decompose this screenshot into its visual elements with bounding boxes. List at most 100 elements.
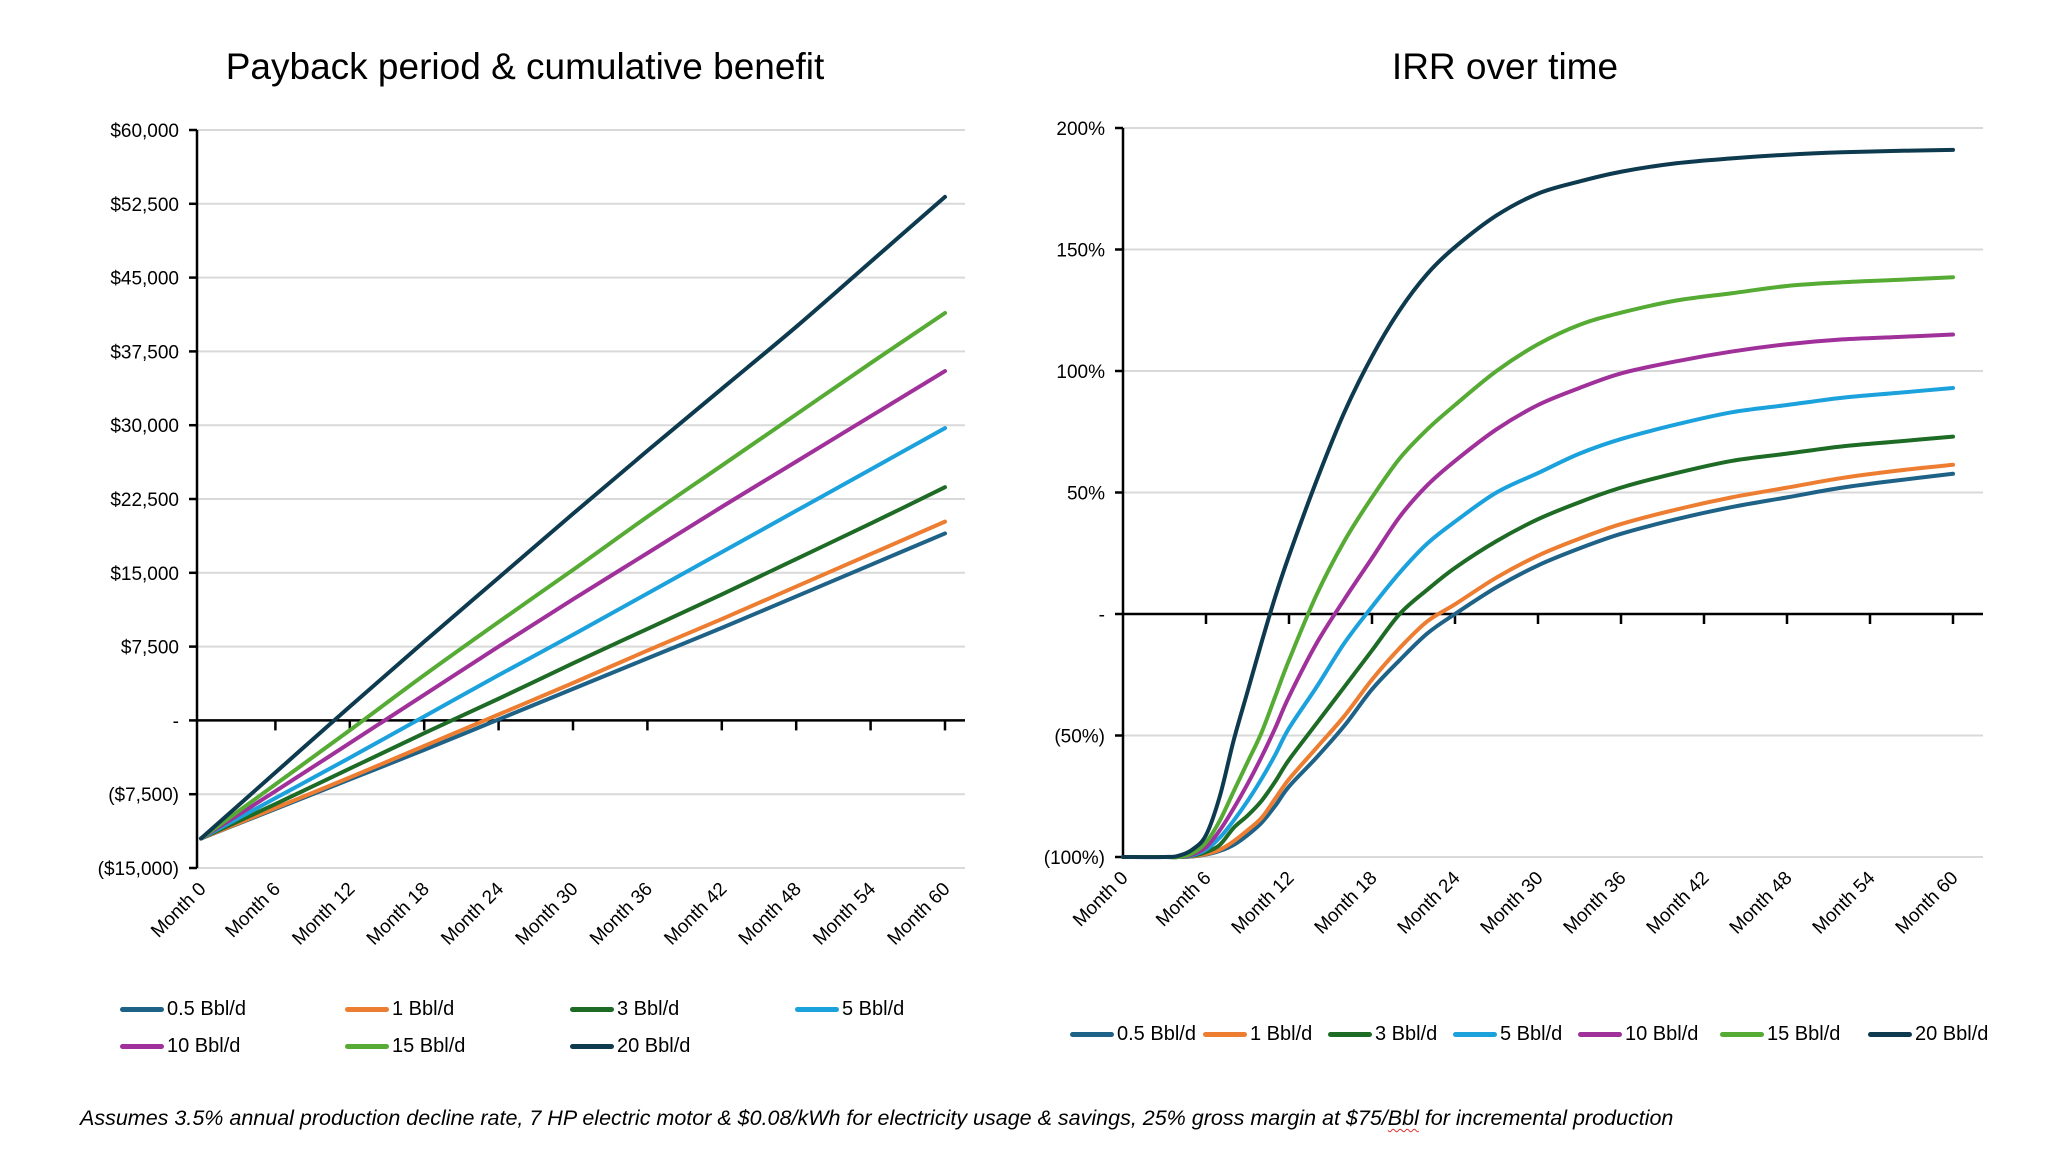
- legend-swatch-icon: [1070, 1032, 1114, 1037]
- irr-series-3-bbl-d: [1121, 434, 1955, 860]
- irr-x-tick-label: Month 36: [1560, 868, 1631, 939]
- legend-swatch-icon: [795, 1007, 839, 1012]
- irr-x-tick-label: Month 30: [1477, 868, 1548, 939]
- legend-item: 1 Bbl/d: [345, 998, 454, 1021]
- footnote-text-end: for incremental production: [1418, 1106, 1674, 1130]
- irr-x-tick-label: Month 0: [1069, 868, 1132, 931]
- payback-chart: ($15,000) ($7,500) - $7,500 $15,000 $22,500 $3…: [98, 121, 965, 950]
- payback-y-tick-label: -: [173, 711, 179, 732]
- payback-x-tick-label: Month 24: [437, 878, 508, 949]
- irr-x-tick-label: Month 6: [1152, 868, 1215, 931]
- irr-y-tick-label: (100%): [1044, 848, 1105, 869]
- payback-y-tick-label: $30,000: [110, 416, 179, 437]
- irr-series-10-bbl-d: [1121, 332, 1955, 860]
- irr-x-tick-label: Month 48: [1726, 868, 1797, 939]
- legend-label: 20 Bbl/d: [617, 1035, 691, 1057]
- irr-y-tick-label: 200%: [1056, 119, 1105, 140]
- payback-x-tick-label: Month 60: [884, 879, 955, 950]
- irr-chart: (100%) (50%) - 50% 100% 150% 200% Month 0 Month …: [1044, 119, 1983, 939]
- payback-x-tick-label: Month 54: [809, 878, 880, 949]
- legend-label: 0.5 Bbl/d: [1117, 1023, 1196, 1045]
- legend-item: 3 Bbl/d: [570, 998, 679, 1021]
- legend-swatch-icon: [1328, 1032, 1372, 1037]
- legend-swatch-icon: [570, 1007, 614, 1012]
- irr-x-tick-label: Month 42: [1643, 868, 1714, 939]
- legend-item: 5 Bbl/d: [795, 998, 904, 1021]
- payback-series-3-bbl-d: [199, 485, 947, 841]
- footnote: Assumes 3.5% annual production decline r…: [80, 1106, 1673, 1131]
- legend-swatch-icon: [120, 1044, 164, 1049]
- legend-swatch-icon: [1578, 1032, 1622, 1037]
- legend-item: 15 Bbl/d: [345, 1035, 465, 1058]
- legend-label: 20 Bbl/d: [1915, 1023, 1989, 1045]
- legend-label: 15 Bbl/d: [1767, 1023, 1841, 1045]
- payback-x-tick-label: Month 6: [222, 879, 285, 942]
- irr-x-tick-label: Month 60: [1892, 868, 1963, 939]
- legend-item: 20 Bbl/d: [1868, 1023, 1988, 1046]
- payback-chart-title: Payback period & cumulative benefit: [225, 46, 825, 87]
- payback-series-10-bbl-d: [199, 369, 947, 841]
- legend-label: 5 Bbl/d: [1500, 1023, 1563, 1045]
- legend-item: 5 Bbl/d: [1453, 1023, 1562, 1046]
- irr-y-tick-label: 50%: [1067, 484, 1105, 505]
- payback-series-1-bbl-d: [199, 519, 947, 841]
- legend-label: 5 Bbl/d: [842, 998, 905, 1020]
- irr-x-tick-label: Month 54: [1809, 867, 1880, 938]
- irr-series-15-bbl-d: [1121, 275, 1955, 860]
- irr-y-tick-label: 150%: [1056, 241, 1105, 262]
- legend-label: 3 Bbl/d: [1375, 1023, 1438, 1045]
- legend-item: 1 Bbl/d: [1203, 1023, 1312, 1046]
- payback-y-tick-label: $7,500: [121, 638, 179, 659]
- irr-x-tick-label: Month 24: [1394, 867, 1465, 938]
- irr-y-tick-label: (50%): [1054, 727, 1105, 748]
- legend-item: 0.5 Bbl/d: [120, 998, 246, 1021]
- legend-item: 20 Bbl/d: [570, 1035, 690, 1058]
- legend-swatch-icon: [1453, 1032, 1497, 1037]
- payback-y-tick-label: $15,000: [110, 564, 179, 585]
- payback-series-15-bbl-d: [199, 311, 947, 841]
- payback-y-tick-label: $45,000: [110, 269, 179, 290]
- legend-label: 10 Bbl/d: [1625, 1023, 1699, 1045]
- legend-swatch-icon: [1203, 1032, 1247, 1037]
- legend-swatch-icon: [1868, 1032, 1912, 1037]
- legend-swatch-icon: [120, 1007, 164, 1012]
- payback-x-tick-label: Month 0: [147, 879, 210, 942]
- legend-item: 15 Bbl/d: [1720, 1023, 1840, 1046]
- payback-y-tick-label: $22,500: [110, 490, 179, 511]
- payback-x-tick-label: Month 48: [735, 879, 806, 950]
- legend-swatch-icon: [345, 1007, 389, 1012]
- payback-y-tick-label: ($7,500): [108, 785, 179, 806]
- payback-series-5-bbl-d: [199, 426, 947, 841]
- footnote-flagged-word: Bbl: [1387, 1106, 1419, 1130]
- legend-swatch-icon: [345, 1044, 389, 1049]
- payback-y-tick-label: $52,500: [110, 195, 179, 216]
- payback-x-tick-label: Month 12: [288, 879, 359, 950]
- legend-label: 0.5 Bbl/d: [167, 998, 246, 1020]
- legend-item: 10 Bbl/d: [1578, 1023, 1698, 1046]
- irr-x-tick-label: Month 18: [1311, 868, 1382, 939]
- payback-x-tick-label: Month 42: [660, 879, 731, 950]
- irr-x-tick-label: Month 12: [1228, 868, 1299, 939]
- footnote-text: Assumes 3.5% annual production decline r…: [80, 1106, 1388, 1130]
- legend-swatch-icon: [1720, 1032, 1764, 1037]
- irr-chart-title: IRR over time: [1391, 46, 1619, 87]
- legend-item: 3 Bbl/d: [1328, 1023, 1437, 1046]
- irr-series-20-bbl-d: [1121, 147, 1955, 860]
- legend-label: 3 Bbl/d: [617, 998, 680, 1020]
- irr-y-tick-label: -: [1099, 605, 1105, 626]
- legend-item: 0.5 Bbl/d: [1070, 1023, 1196, 1046]
- payback-x-tick-label: Month 18: [363, 879, 434, 950]
- payback-x-tick-label: Month 36: [586, 879, 657, 950]
- irr-y-tick-label: 100%: [1056, 362, 1105, 383]
- payback-y-tick-label: $60,000: [110, 121, 179, 142]
- payback-x-tick-label: Month 30: [512, 879, 583, 950]
- legend-item: 10 Bbl/d: [120, 1035, 240, 1058]
- legend-label: 1 Bbl/d: [1250, 1023, 1313, 1045]
- payback-y-tick-label: $37,500: [110, 342, 179, 363]
- payback-series-20-bbl-d: [199, 194, 947, 841]
- legend-label: 10 Bbl/d: [167, 1035, 241, 1057]
- legend-label: 1 Bbl/d: [392, 998, 455, 1020]
- legend-swatch-icon: [570, 1044, 614, 1049]
- legend-label: 15 Bbl/d: [392, 1035, 466, 1057]
